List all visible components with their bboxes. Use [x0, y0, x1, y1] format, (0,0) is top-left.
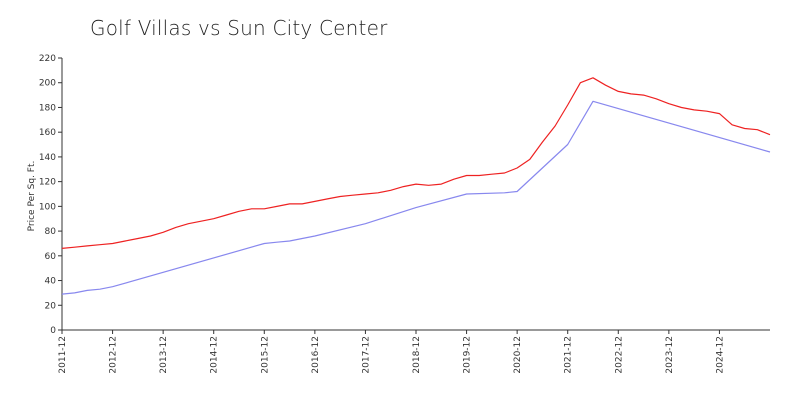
chart-series	[61, 77, 771, 295]
series-line-2	[61, 100, 771, 295]
x-tick-label: 2017-12	[361, 336, 371, 374]
x-tick-label: 2020-12	[513, 336, 523, 374]
y-tick-label: 180	[39, 103, 56, 113]
y-tick-label: 200	[39, 79, 56, 89]
x-tick-label: 2021-12	[564, 336, 574, 374]
x-ticks: 2011-12 2012-12 2013-12 2014-12 2015-12 2016-…	[58, 330, 725, 374]
chart-axes	[61, 58, 770, 331]
y-tick-label: 100	[39, 202, 56, 212]
x-tick-label: 2019-12	[463, 336, 473, 374]
x-tick-label: 2015-12	[260, 336, 270, 374]
x-tick-label: 2011-12	[58, 336, 68, 374]
x-tick-label: 2023-12	[665, 336, 675, 374]
x-tick-label: 2012-12	[109, 336, 119, 374]
y-tick-label: 60	[45, 252, 57, 262]
y-tick-label: 80	[45, 227, 57, 237]
y-ticks: 0 20 40 60 80 100 120 140 160 180 200 220	[39, 54, 62, 336]
y-tick-label: 160	[39, 128, 56, 138]
y-tick-label: 140	[39, 153, 56, 163]
x-tick-label: 2018-12	[412, 336, 422, 374]
x-tick-label: 2014-12	[210, 336, 220, 374]
y-tick-label: 220	[39, 54, 56, 64]
y-tick-label: 40	[45, 277, 57, 287]
chart-title: Golf Villas vs Sun City Center	[90, 16, 388, 40]
y-tick-label: 0	[50, 326, 56, 336]
x-tick-label: 2024-12	[715, 336, 725, 374]
y-tick-label: 120	[39, 178, 56, 188]
y-axis-title: Price Per Sq. Ft.	[27, 161, 37, 232]
y-tick-label: 20	[45, 301, 57, 311]
series-line-1	[61, 77, 771, 249]
x-tick-label: 2013-12	[159, 336, 169, 374]
x-tick-label: 2022-12	[614, 336, 624, 374]
x-tick-label: 2016-12	[311, 336, 321, 374]
